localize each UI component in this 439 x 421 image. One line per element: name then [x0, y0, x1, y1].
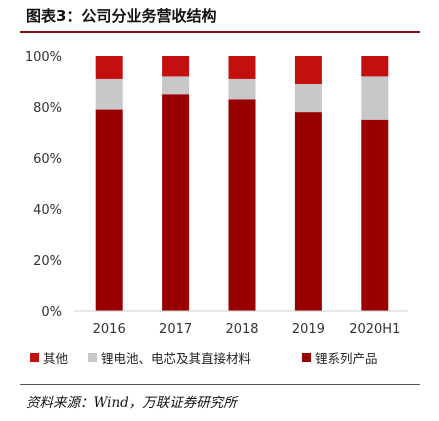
source-note: 资料来源：Wind，万联证券研究所: [26, 395, 237, 411]
stacked-bar-chart: 0% 20% 40% 60% 80% 100% 2016 2017 2018 2019 2020H…: [25, 50, 408, 337]
bar-segment-other-2016: [95, 56, 123, 79]
x-tick-label: 2019: [292, 322, 325, 337]
figure-header: 图表3：公司分业务营收结构: [0, 0, 439, 34]
x-tick-label: 2017: [159, 322, 192, 337]
bar-segment-lithium-2018: [228, 99, 256, 311]
legend-item-other: 其他: [30, 348, 68, 367]
bar-segment-lithium-2019: [294, 112, 322, 311]
y-axis: 0% 20% 40% 60% 80% 100%: [25, 50, 62, 320]
bar-segment-lithium-2016: [95, 109, 123, 311]
chart-title: 图表3：公司分业务营收结构: [26, 7, 217, 25]
bars: [95, 56, 389, 311]
bar-segment-other-2019: [294, 56, 322, 85]
bar-segment-battery-2018: [228, 78, 256, 100]
x-axis: 2016 2017 2018 2019 2020H1: [74, 310, 408, 337]
legend-item-battery: 锂电池、电芯及其直接材料: [88, 348, 251, 367]
legend-label-other: 其他: [43, 351, 69, 366]
legend-item-lithium: 锂系列产品: [302, 348, 378, 367]
legend-swatch-battery: [88, 353, 97, 362]
legend-label-lithium: 锂系列产品: [315, 351, 378, 366]
x-tick-label: 2016: [93, 322, 126, 337]
bar-segment-other-2017: [162, 56, 190, 77]
y-tick-label: 100%: [25, 50, 62, 65]
legend-label-battery: 锂电池、电芯及其直接材料: [101, 351, 252, 366]
footer-rule: [20, 384, 420, 385]
title-underline: [20, 31, 420, 33]
bar-segment-battery-2019: [294, 84, 322, 113]
bar-segment-battery-2016: [95, 78, 123, 110]
bar-segment-other-2020H1: [361, 56, 389, 77]
bar-segment-lithium-2020H1: [361, 119, 389, 311]
y-tick-label: 80%: [33, 101, 62, 116]
legend-swatch-lithium: [302, 353, 311, 362]
bar-segment-battery-2017: [162, 76, 190, 95]
x-tick-label: 2018: [225, 322, 258, 337]
bar-segment-battery-2020H1: [361, 76, 389, 120]
x-tick-label: 2020H1: [349, 322, 400, 337]
y-tick-label: 60%: [33, 152, 62, 167]
y-tick-label: 40%: [33, 203, 62, 218]
legend: 其他 锂电池、电芯及其直接材料 锂系列产品: [22, 348, 432, 368]
y-tick-label: 20%: [33, 254, 62, 269]
legend-swatch-other: [30, 353, 39, 362]
bar-segment-lithium-2017: [162, 94, 190, 311]
bar-segment-other-2018: [228, 56, 256, 79]
y-tick-label: 0%: [41, 305, 62, 320]
